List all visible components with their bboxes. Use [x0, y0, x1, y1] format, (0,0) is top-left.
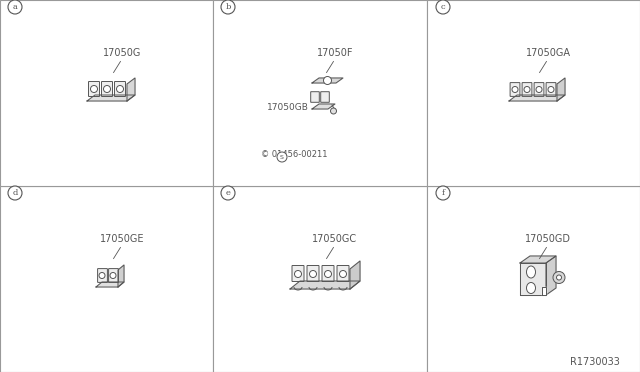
- FancyBboxPatch shape: [88, 81, 99, 96]
- FancyBboxPatch shape: [310, 92, 319, 102]
- Circle shape: [524, 87, 530, 93]
- Bar: [0, 186, 213, 372]
- Text: 17050GC: 17050GC: [312, 234, 358, 244]
- Ellipse shape: [527, 266, 536, 278]
- Text: 17050F: 17050F: [317, 48, 353, 58]
- Text: 17050GB: 17050GB: [267, 103, 309, 112]
- Polygon shape: [520, 256, 556, 263]
- Text: a: a: [13, 3, 17, 11]
- Text: b: b: [225, 3, 230, 11]
- Circle shape: [90, 86, 97, 93]
- FancyBboxPatch shape: [510, 83, 520, 96]
- Text: R1730033: R1730033: [570, 357, 620, 367]
- Circle shape: [339, 270, 346, 278]
- Polygon shape: [546, 256, 556, 295]
- Circle shape: [104, 86, 111, 93]
- Polygon shape: [542, 287, 546, 295]
- Circle shape: [436, 0, 450, 14]
- Polygon shape: [96, 282, 124, 287]
- Text: 17050G: 17050G: [103, 48, 141, 58]
- Text: 17050GE: 17050GE: [100, 234, 144, 244]
- Circle shape: [221, 186, 235, 200]
- Bar: [213, 186, 427, 372]
- Polygon shape: [290, 281, 360, 289]
- Bar: [0, 0, 213, 186]
- Circle shape: [536, 87, 542, 93]
- FancyBboxPatch shape: [322, 266, 334, 282]
- Circle shape: [323, 77, 332, 84]
- Circle shape: [512, 87, 518, 93]
- Text: f: f: [442, 189, 445, 197]
- FancyBboxPatch shape: [292, 266, 304, 282]
- Bar: [427, 186, 640, 372]
- Text: e: e: [225, 189, 230, 197]
- Polygon shape: [312, 104, 335, 109]
- FancyBboxPatch shape: [98, 269, 108, 282]
- Polygon shape: [87, 95, 135, 101]
- Text: S: S: [280, 154, 284, 160]
- Circle shape: [277, 152, 287, 162]
- Circle shape: [310, 270, 317, 278]
- FancyBboxPatch shape: [522, 83, 532, 96]
- FancyBboxPatch shape: [102, 81, 113, 96]
- FancyBboxPatch shape: [321, 92, 330, 102]
- Circle shape: [553, 272, 565, 283]
- Text: © 01456-00211: © 01456-00211: [260, 150, 327, 159]
- Polygon shape: [520, 263, 546, 295]
- FancyBboxPatch shape: [337, 266, 349, 282]
- Circle shape: [557, 275, 561, 280]
- Text: c: c: [441, 3, 445, 11]
- FancyBboxPatch shape: [546, 83, 556, 96]
- Text: 17050GA: 17050GA: [525, 48, 570, 58]
- Circle shape: [324, 270, 332, 278]
- Polygon shape: [312, 78, 343, 83]
- FancyBboxPatch shape: [307, 266, 319, 282]
- Polygon shape: [350, 261, 360, 289]
- FancyBboxPatch shape: [115, 81, 125, 96]
- Polygon shape: [127, 78, 135, 101]
- Circle shape: [548, 87, 554, 93]
- Bar: [213, 0, 427, 186]
- Circle shape: [8, 0, 22, 14]
- Circle shape: [221, 0, 235, 14]
- Text: 17050GD: 17050GD: [525, 234, 571, 244]
- Polygon shape: [509, 95, 565, 101]
- Polygon shape: [557, 78, 565, 101]
- Text: d: d: [12, 189, 18, 197]
- FancyBboxPatch shape: [534, 83, 544, 96]
- Ellipse shape: [527, 282, 536, 294]
- Circle shape: [110, 273, 116, 279]
- FancyBboxPatch shape: [109, 269, 118, 282]
- Bar: [427, 0, 640, 186]
- Circle shape: [294, 270, 301, 278]
- Circle shape: [99, 273, 105, 279]
- Circle shape: [8, 186, 22, 200]
- Circle shape: [436, 186, 450, 200]
- Circle shape: [116, 86, 124, 93]
- Circle shape: [330, 108, 337, 114]
- Polygon shape: [118, 265, 124, 287]
